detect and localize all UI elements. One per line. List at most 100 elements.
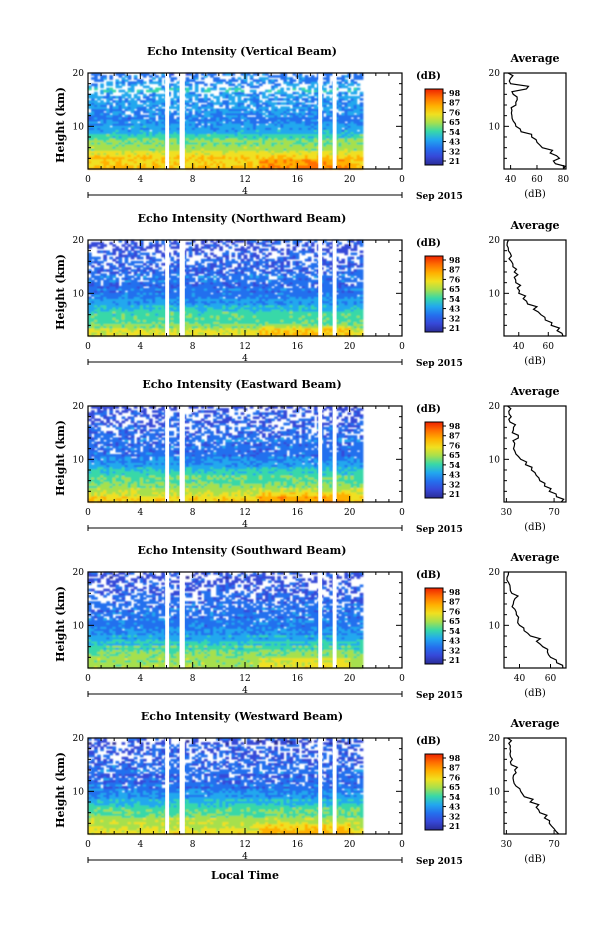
heatmap-cell (158, 154, 162, 158)
heatmap-cell (139, 143, 144, 147)
heatmap-cell (207, 164, 211, 168)
heatmap-cell (188, 148, 193, 151)
heatmap-cell (356, 164, 361, 168)
heatmap-cell (173, 164, 178, 168)
heatmap-cell (155, 156, 159, 160)
colorbar-tick-label: 54 (449, 127, 461, 137)
heatmap-cell (155, 139, 159, 143)
heatmap-cell (286, 166, 291, 170)
heatmap-cell (94, 143, 98, 147)
heatmap-cell (265, 150, 269, 153)
heatmap-cell (307, 148, 312, 151)
heatmap-cell (188, 156, 193, 160)
heatmap-cell (225, 154, 230, 158)
heatmap-cell (94, 158, 98, 162)
heatmap-cell (323, 154, 327, 158)
heatmap-cell (213, 166, 217, 170)
heatmap-cell (88, 139, 92, 143)
heatmap-cell (359, 141, 364, 145)
heatmap-cell (146, 154, 150, 158)
heatmap-cell (176, 166, 181, 170)
heatmap-cell (237, 150, 242, 153)
heatmap-cell (167, 143, 172, 147)
heatmap-cell (118, 166, 123, 170)
heatmap-cell (313, 158, 318, 162)
heatmap-cell (329, 164, 333, 168)
heatmap-cell (133, 152, 138, 155)
heatmap-cell (170, 162, 175, 166)
heatmap-cell (271, 141, 275, 145)
heatmap-cell (295, 143, 300, 147)
heatmap-cell (91, 158, 95, 162)
heatmap-cell (136, 139, 141, 143)
heatmap-cell (323, 152, 327, 155)
heatmap-cell (350, 166, 355, 170)
heatmap-cell (335, 146, 339, 149)
heatmap-cell (338, 146, 342, 149)
heatmap-cell (185, 156, 190, 160)
heatmap-cell (103, 166, 107, 170)
heatmap-cell (237, 164, 242, 168)
heatmap-cell (152, 143, 156, 147)
heatmap-cell (200, 150, 205, 153)
heatmap-cell (146, 141, 150, 145)
heatmap-cell (255, 154, 260, 158)
heatmap-cell (158, 164, 162, 168)
heatmap-cell (103, 143, 107, 147)
heatmap-cell (97, 164, 101, 168)
heatmap-cell (109, 158, 114, 162)
heatmap-cell (262, 141, 266, 145)
heatmap-cell (213, 152, 217, 155)
heatmap-cell (124, 146, 129, 149)
heatmap-cell (252, 143, 257, 147)
heatmap-cell (216, 152, 220, 155)
heatmap-cell (112, 152, 117, 155)
heatmap-cell (200, 160, 205, 164)
heatmap-cell (188, 152, 193, 155)
heatmap-cell (173, 141, 178, 145)
heatmap-cell (133, 150, 138, 153)
heatmap-cell (146, 156, 150, 160)
heatmap-cell (301, 141, 306, 145)
heatmap-cell (197, 166, 202, 170)
colorbar-tick-label: 76 (449, 107, 461, 117)
heatmap-cell (149, 143, 153, 147)
heatmap-cell (106, 152, 110, 155)
heatmap-cell (335, 162, 339, 166)
heatmap-cell (149, 158, 153, 162)
heatmap-cell (121, 148, 126, 151)
heatmap-cell (280, 166, 284, 170)
heatmap-cell (207, 154, 211, 158)
heatmap-cell (210, 156, 214, 160)
profile-x-tick-label: 60 (531, 175, 543, 185)
heatmap-cell (176, 152, 181, 155)
heatmap-cell (124, 158, 129, 162)
heatmap-cell (246, 148, 251, 151)
heatmap-cell (258, 143, 263, 147)
heatmap-cell (188, 154, 193, 158)
heatmap-cell (304, 160, 309, 164)
heatmap-cell (237, 148, 242, 151)
heatmap-cell (213, 164, 217, 168)
heatmap-cell (268, 156, 272, 160)
heatmap-cell (155, 154, 159, 158)
heatmap-cell (210, 146, 214, 149)
heatmap-cell (139, 146, 144, 149)
heatmap-cell (298, 158, 303, 162)
heatmap-cell (231, 143, 236, 147)
heatmap-cell (222, 156, 226, 160)
heatmap-cell (112, 139, 117, 143)
heatmap-cell (338, 148, 342, 151)
heatmap-cell (97, 148, 101, 151)
heatmap-cell (94, 148, 98, 151)
heatmap-cell (112, 162, 117, 166)
heatmap-cell (207, 158, 211, 162)
heatmap-cell (191, 164, 196, 168)
heatmap-cell (216, 164, 220, 168)
heatmap-cell (118, 158, 123, 162)
heatmap-cell (237, 162, 242, 166)
heatmap-cell (310, 166, 315, 170)
heatmap-cell (329, 152, 333, 155)
heatmap-cell (173, 158, 178, 162)
profile-x-tick-label: 80 (558, 175, 570, 185)
